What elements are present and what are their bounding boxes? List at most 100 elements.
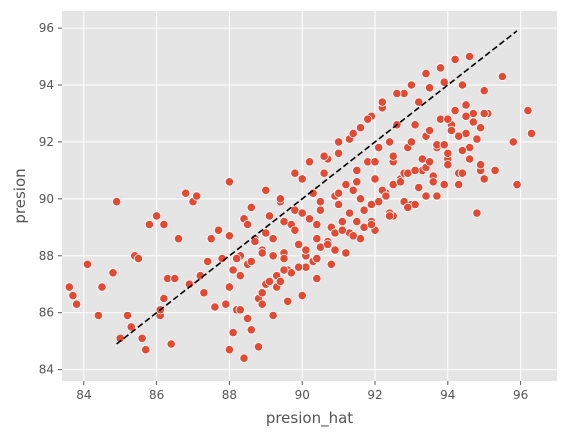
scatter-point	[406, 80, 416, 90]
scatter-point	[323, 239, 333, 249]
scatter-point	[424, 83, 435, 93]
x-tick-label: 94	[440, 388, 455, 402]
x-tick-label: 84	[76, 388, 91, 402]
scatter-point	[268, 251, 278, 261]
scatter-point	[224, 282, 234, 292]
scatter-point	[243, 219, 253, 230]
scatter-point	[526, 128, 537, 138]
x-axis-ticks: 84 86 88 90 92 94 96	[76, 381, 528, 402]
scatter-point	[475, 123, 486, 133]
scatter-point	[497, 71, 507, 82]
scatter-point	[341, 180, 351, 190]
scatter-point	[275, 194, 285, 204]
scatter-point	[141, 345, 151, 355]
scatter-point	[468, 117, 478, 127]
scatter-point	[388, 151, 398, 161]
scatter-point	[424, 125, 435, 136]
scatter-point	[297, 208, 307, 218]
scatter-point	[312, 219, 322, 230]
scatter-point	[312, 273, 322, 284]
scatter-point	[464, 51, 475, 62]
scatter-point	[366, 199, 376, 210]
scatter-point	[414, 97, 424, 107]
scatter-point	[243, 313, 253, 323]
scatter-point	[246, 202, 256, 212]
scatter-point	[250, 236, 260, 247]
scatter-point	[268, 310, 278, 321]
scatter-point	[443, 160, 453, 170]
scatter-point	[439, 140, 449, 150]
scatter-point	[210, 302, 220, 312]
scatter-point	[257, 288, 267, 298]
x-tick-label: 92	[367, 388, 382, 402]
scatter-point	[297, 290, 307, 301]
scatter-point	[490, 165, 500, 175]
scatter-point	[290, 168, 300, 178]
scatter-point	[370, 174, 380, 184]
scatter-point	[304, 157, 315, 167]
scatter-point	[457, 145, 467, 156]
scatter-point	[279, 217, 289, 227]
scatter-point	[97, 282, 107, 292]
scatter-point	[275, 276, 285, 286]
scatter-point	[370, 157, 380, 167]
scatter-point	[228, 327, 238, 338]
scatter-point	[454, 180, 464, 190]
x-axis-label: presion_hat	[266, 409, 353, 428]
data-points	[64, 51, 537, 363]
scatter-point	[508, 137, 518, 147]
scatter-point	[228, 265, 238, 275]
scatter-point	[443, 148, 453, 158]
scatter-point	[384, 137, 395, 147]
scatter-point	[224, 177, 234, 187]
y-tick-label: 96	[39, 21, 54, 35]
scatter-point	[472, 134, 482, 144]
scatter-point	[352, 177, 362, 187]
scatter-point	[312, 254, 322, 264]
scatter-point	[279, 254, 289, 264]
scatter-point	[348, 185, 358, 195]
scatter-point	[348, 231, 358, 241]
scatter-point	[152, 211, 162, 221]
scatter-point	[406, 137, 416, 147]
scatter-point	[352, 165, 362, 175]
scatter-point	[337, 217, 347, 227]
scatter-point	[381, 191, 391, 201]
scatter-point	[374, 143, 384, 153]
scatter-point	[264, 211, 275, 221]
x-tick-label: 88	[222, 388, 237, 402]
scatter-point	[439, 77, 449, 87]
scatter-point	[235, 271, 245, 281]
scatter-point	[232, 254, 242, 264]
scatter-point	[348, 128, 358, 138]
scatter-point	[221, 299, 231, 309]
scatter-point	[133, 254, 143, 264]
scatter-point	[261, 228, 271, 238]
scatter-point	[315, 197, 325, 207]
y-tick-label: 90	[39, 192, 54, 206]
scatter-point	[326, 259, 336, 269]
scatter-point	[235, 305, 245, 315]
scatter-point	[319, 151, 329, 161]
scatter-point	[246, 325, 256, 335]
scatter-point	[432, 191, 442, 201]
scatter-point	[352, 217, 362, 227]
scatter-point	[472, 208, 482, 218]
scatter-point	[283, 296, 293, 306]
scatter-point	[293, 262, 304, 272]
scatter-point	[446, 125, 456, 136]
scatter-point	[333, 199, 344, 210]
scatter-point	[203, 256, 213, 267]
scatter-point	[170, 273, 180, 284]
scatter-point	[355, 123, 366, 133]
y-tick-label: 86	[39, 306, 54, 320]
scatter-point	[443, 114, 453, 124]
scatter-point	[108, 268, 118, 278]
scatter-point	[330, 245, 340, 255]
scatter-point	[257, 248, 267, 258]
scatter-point	[82, 259, 93, 269]
scatter-point	[224, 231, 234, 241]
scatter-point	[464, 154, 475, 164]
scatter-point	[199, 288, 209, 298]
